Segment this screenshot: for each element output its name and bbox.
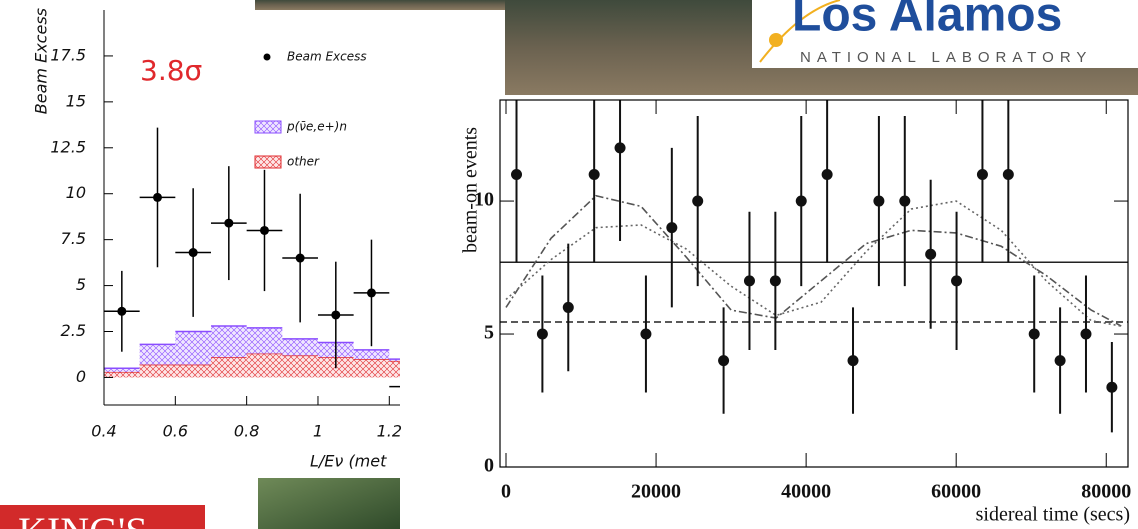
hist-segment: [389, 359, 400, 361]
logo-dot: [769, 33, 783, 47]
legend-label: p(ν̄e,e+)n: [286, 120, 347, 134]
left-chart: 0 2.5 5 7.5 10 12.5 15 17.5 0.4 0.6 0.8 1 1.2 L/Eν (m…: [32, 8, 412, 471]
x-axis-label: L/Eν (met: [310, 452, 387, 471]
point: [588, 168, 600, 180]
y-tick-label: 15: [66, 91, 86, 110]
x-tick-label: 1.2: [377, 422, 402, 441]
legend-marker: [254, 120, 282, 134]
plot-area: [500, 100, 1128, 433]
logo-subtitle: NATIONAL LABORATORY: [800, 49, 1092, 66]
x-tick-label: 1: [313, 422, 323, 441]
point: [224, 218, 234, 228]
legend-label: other: [287, 155, 320, 169]
y-tick-label: 17.5: [50, 45, 86, 64]
hist-segment: [104, 368, 140, 372]
point: [536, 328, 548, 340]
hist-segment: [389, 360, 400, 378]
y-tick-label: 12.5: [50, 137, 86, 156]
banner: [0, 505, 205, 529]
logo-name: Los Alamos: [792, 0, 1062, 42]
y-tick-label: 7.5: [61, 229, 86, 248]
point: [1106, 381, 1118, 393]
point: [1002, 168, 1014, 180]
point: [951, 275, 963, 287]
y-tick-label: 0: [484, 455, 494, 477]
y-tick-label: 5: [76, 275, 86, 294]
x-tick-label: 80000: [1081, 481, 1131, 503]
point: [899, 195, 911, 207]
hist-segment: [175, 331, 211, 365]
hist-segment: [246, 327, 283, 354]
point: [562, 301, 574, 313]
point: [718, 355, 730, 367]
fit-curve: [505, 200, 1122, 327]
point: [925, 248, 937, 260]
right-panel: [460, 95, 1138, 529]
logo-box: [752, 0, 1138, 68]
point: [614, 142, 626, 154]
x-axis-label: sidereal time (secs): [976, 504, 1130, 526]
x-tick-label: 60000: [931, 481, 981, 503]
hist-segment: [210, 357, 247, 378]
hist-segment: [104, 371, 140, 378]
y-tick-label: 10: [66, 183, 86, 202]
point: [152, 192, 162, 202]
x-tick-label: 0.8: [234, 422, 259, 441]
hist-segment: [282, 355, 318, 378]
point: [847, 355, 859, 367]
hist-segment: [139, 364, 176, 378]
point: [821, 168, 833, 180]
point: [403, 382, 412, 391]
photo: [258, 478, 400, 529]
point: [666, 222, 678, 234]
y-axis-label: beam-on events: [460, 127, 482, 253]
hist-segment: [353, 349, 390, 360]
hist-segment: [139, 344, 176, 365]
point: [188, 248, 198, 258]
legend-marker: [263, 53, 271, 61]
y-tick-label: 5: [484, 322, 494, 344]
legend-label: Beam Excess: [287, 50, 367, 64]
point: [331, 310, 341, 320]
fit-curve: [505, 194, 1122, 327]
y-tick-label: 2.5: [61, 321, 86, 340]
x-tick-label: 0.4: [91, 422, 116, 441]
x-tick-label: 0.6: [163, 422, 188, 441]
point: [259, 225, 269, 235]
point: [976, 168, 988, 180]
point: [1054, 355, 1066, 367]
frame: [499, 99, 1129, 468]
annotation: 3.8σ: [140, 54, 202, 87]
point: [743, 275, 755, 287]
x-tick-label: 0: [501, 481, 511, 503]
hist-segment: [175, 364, 211, 378]
legend-marker: [254, 155, 282, 169]
point: [295, 253, 305, 263]
point: [1028, 328, 1040, 340]
x-tick-label: 20000: [631, 481, 681, 503]
logo-arc: [759, 0, 841, 63]
point: [366, 288, 376, 298]
banner-text: KING'S: [18, 509, 147, 529]
point: [640, 328, 652, 340]
plot-area: [104, 127, 412, 391]
point: [873, 195, 885, 207]
point: [511, 168, 523, 180]
point: [117, 306, 127, 316]
y-axis-label: Beam Excess: [32, 8, 51, 114]
hist-segment: [282, 338, 318, 356]
point: [1080, 328, 1092, 340]
point: [769, 275, 781, 287]
hist-segment: [210, 326, 247, 358]
point: [692, 195, 704, 207]
hist-segment: [246, 353, 283, 378]
x-tick-label: 40000: [781, 481, 831, 503]
y-tick-label: 0: [76, 367, 86, 386]
hist-segment: [353, 359, 390, 378]
y-tick-label: 10: [474, 189, 494, 211]
point: [795, 195, 807, 207]
